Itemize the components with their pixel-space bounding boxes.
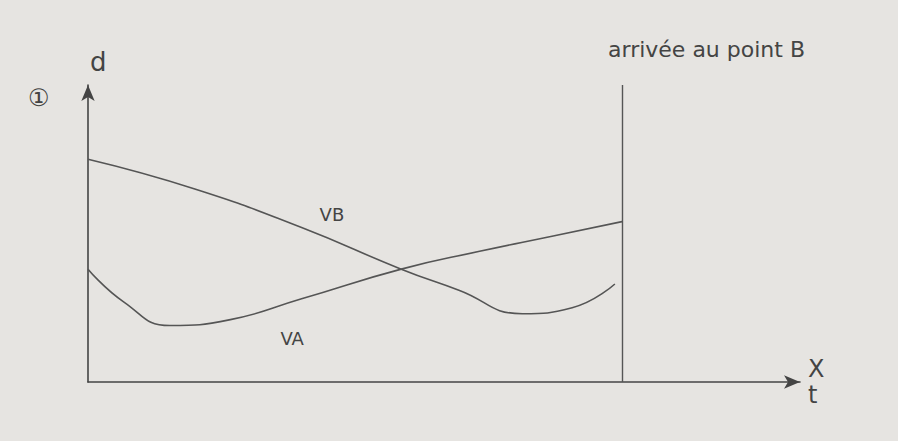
svg-text:t: t (808, 381, 817, 409)
svg-text:①: ① (28, 84, 50, 112)
svg-text:X: X (808, 355, 824, 383)
svg-text:VA: VA (280, 328, 304, 349)
svg-text:VB: VB (320, 204, 345, 225)
svg-text:arrivée au point B: arrivée au point B (608, 37, 805, 62)
svg-text:d: d (90, 47, 107, 77)
